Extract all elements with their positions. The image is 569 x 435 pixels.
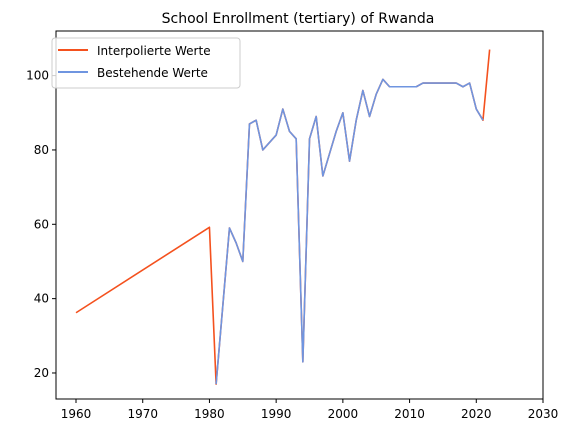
y-tick-label: 80 (34, 143, 49, 157)
chart-title: School Enrollment (tertiary) of Rwanda (162, 11, 435, 27)
legend-label-existing: Bestehende Werte (97, 66, 208, 80)
y-tick-label: 40 (34, 292, 49, 306)
y-tick-label: 60 (34, 217, 49, 231)
series-layer (75, 49, 491, 385)
legend-box (51, 37, 241, 89)
x-tick-label: 1980 (194, 407, 225, 421)
y-tick-label: 100 (26, 69, 49, 83)
x-tick-label: 2020 (461, 407, 492, 421)
y-axis: 20 40 60 80 100 (26, 69, 56, 380)
legend-label-interpolated: Interpolierte Werte (97, 44, 211, 58)
x-axis: 1960 1970 1980 1990 2000 2010 2020 2030 (61, 399, 559, 421)
x-tick-label: 2010 (394, 407, 425, 421)
x-tick-label: 2030 (528, 407, 559, 421)
series-line-existing (215, 78, 484, 385)
series-line-interpolated (75, 49, 491, 385)
plot-frame (55, 30, 544, 400)
y-tick-label: 20 (34, 366, 49, 380)
x-tick-label: 1990 (261, 407, 292, 421)
x-tick-label: 1960 (61, 407, 92, 421)
x-tick-label: 1970 (127, 407, 158, 421)
x-tick-label: 2000 (328, 407, 359, 421)
legend: Interpolierte Werte Bestehende Werte (51, 37, 241, 89)
